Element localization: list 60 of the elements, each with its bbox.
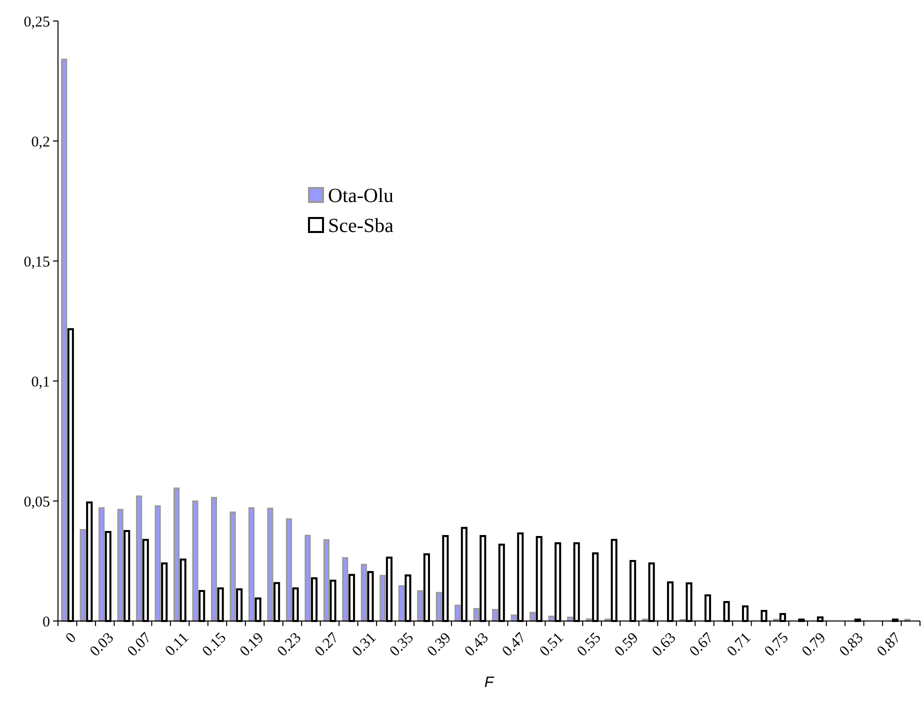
bar — [454, 604, 461, 622]
bar — [267, 508, 274, 622]
bar — [210, 496, 218, 622]
bar — [117, 508, 124, 622]
x-tick-label: 0.71 — [724, 630, 754, 660]
x-tick-label: 0 — [63, 630, 80, 647]
bar — [417, 590, 424, 622]
legend-label: Sce-Sba — [328, 215, 394, 237]
bar — [286, 518, 292, 622]
y-tick-label: 0 — [42, 614, 50, 630]
bar — [323, 539, 330, 622]
bar — [548, 616, 554, 622]
bar — [80, 529, 86, 622]
bar — [192, 500, 198, 622]
x-tick-label: 0.03 — [87, 630, 118, 660]
x-tick-label: 0.59 — [612, 630, 642, 660]
y-tick-label: 0,05 — [24, 494, 50, 510]
x-tick-label: 0.75 — [762, 630, 792, 660]
x-tick-label: 0.67 — [686, 630, 718, 660]
x-tick-label: 0.31 — [350, 630, 380, 660]
x-tick-label: 0.27 — [312, 630, 342, 660]
y-tick-label: 0,2 — [31, 134, 50, 150]
x-tick-label: 0.51 — [536, 630, 567, 660]
y-tick-label: 0,15 — [24, 254, 50, 270]
x-tick-label: 0.23 — [274, 630, 304, 660]
bar — [398, 585, 404, 622]
bar — [473, 608, 480, 622]
y-tick-label: 0,25 — [24, 14, 50, 30]
bar — [510, 614, 517, 622]
bar — [380, 574, 386, 622]
bar — [136, 495, 142, 622]
x-tick-label: 0.87 — [874, 630, 904, 660]
bar — [492, 608, 498, 622]
x-tick-label: 0.15 — [200, 630, 230, 660]
x-tick-label: 0.47 — [499, 630, 530, 660]
bar — [342, 557, 348, 622]
x-tick-label: 0.79 — [799, 630, 830, 660]
x-axis-title: F — [484, 674, 494, 691]
x-tick-label: 0.39 — [424, 630, 454, 660]
y-tick-label: 0,1 — [31, 374, 50, 390]
bar — [436, 592, 442, 622]
x-tick-label: 0.55 — [574, 630, 604, 660]
x-tick-label: 0.43 — [462, 630, 492, 660]
x-tick-label: 0.11 — [162, 630, 192, 660]
x-tick-label: 0.35 — [387, 630, 417, 660]
x-tick-label: 0.19 — [237, 630, 268, 660]
bar — [98, 507, 105, 622]
bar — [173, 488, 180, 622]
bar — [567, 616, 574, 622]
bar — [154, 505, 161, 622]
bar — [230, 512, 236, 622]
bar — [61, 58, 68, 622]
x-tick-label: 0.07 — [124, 630, 155, 660]
bar — [304, 534, 311, 622]
x-tick-label: 0.83 — [836, 630, 867, 660]
bar — [248, 507, 255, 622]
bar — [530, 612, 536, 622]
x-tick-label: 0.63 — [649, 630, 680, 660]
legend-label: Ota-Olu — [328, 185, 394, 207]
bar — [360, 564, 367, 622]
